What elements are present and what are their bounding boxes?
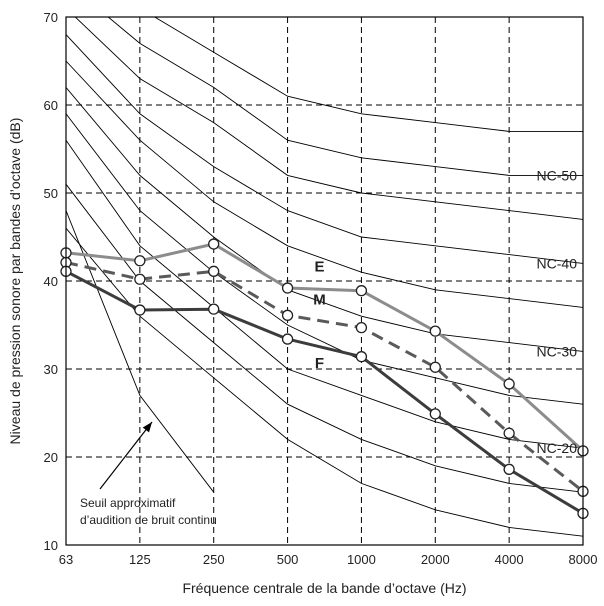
data-point-e [281, 282, 294, 294]
nc-curve [153, 17, 583, 132]
nc-curve [107, 17, 583, 176]
nc-label: NC-40 [537, 255, 578, 271]
data-point-e [208, 238, 220, 250]
threshold-annotation: Seuil approximatif d’audition de bruit c… [80, 421, 217, 527]
data-point-e [134, 255, 146, 267]
y-axis-title: Niveau de pression sonore par bandes d’o… [7, 118, 23, 445]
series-line-f [65, 269, 584, 515]
series-label-f: F [315, 355, 324, 372]
x-tick-label: 125 [129, 552, 151, 567]
nc-labels: NC-20 NC-30 NC-40 NC-50 [537, 167, 578, 456]
x-tick-label: 2000 [421, 552, 450, 567]
nc-curve [66, 60, 583, 308]
plot-frame [65, 16, 584, 546]
nc-curve [74, 17, 583, 220]
series-points [60, 238, 589, 519]
annotation-arrow [99, 421, 153, 490]
y-tick-label: 20 [44, 450, 58, 465]
data-point-f [355, 351, 368, 363]
nc-label: NC-30 [537, 343, 578, 359]
x-tick-label: 1000 [347, 552, 376, 567]
y-tick-labels: 10 20 30 40 50 60 70 [44, 10, 58, 553]
y-tick-label: 40 [44, 274, 58, 289]
annotation-arrowhead [142, 422, 152, 433]
data-point-f [281, 333, 294, 345]
nc-curve [66, 183, 583, 493]
nc-curves [66, 17, 583, 537]
data-point-e [355, 285, 368, 297]
data-point-m [429, 361, 441, 373]
nc-curve [66, 87, 583, 352]
x-tick-label: 500 [277, 552, 299, 567]
data-point-e [503, 378, 515, 390]
y-tick-label: 60 [44, 98, 58, 113]
annotation-line-1: Seuil approximatif [80, 496, 176, 510]
data-point-m [503, 427, 515, 439]
nc-curve [66, 139, 583, 449]
annotation-line-2: d’audition de bruit continu [80, 513, 217, 527]
x-axis-title: Fréquence centrale de la bande d’octave … [182, 580, 466, 596]
data-point-m [281, 309, 294, 321]
series-label-e: E [314, 258, 324, 275]
grid [66, 17, 583, 545]
nc-label: NC-20 [537, 440, 578, 456]
series-labels: EM F [313, 258, 326, 372]
y-tick-label: 50 [44, 186, 58, 201]
nc-label: NC-50 [537, 167, 578, 183]
data-point-m [134, 273, 146, 285]
data-point-f [503, 463, 515, 475]
x-tick-label: 4000 [495, 552, 524, 567]
y-tick-label: 30 [44, 362, 58, 377]
series-label-m: M [313, 291, 326, 308]
nc-curve [66, 227, 583, 537]
x-tick-label: 63 [59, 552, 73, 567]
nc-curve [66, 113, 583, 405]
threshold-line [66, 210, 215, 493]
data-point-f [134, 304, 146, 316]
series-lines [65, 242, 585, 515]
x-tick-label: 250 [203, 552, 225, 567]
data-point-f [429, 408, 441, 420]
threshold-curve [66, 210, 215, 493]
x-tick-label: 8000 [569, 552, 598, 567]
nc-curve [66, 34, 583, 264]
y-tick-label: 70 [44, 10, 58, 25]
data-point-e [429, 325, 441, 337]
y-tick-label: 10 [44, 538, 58, 553]
data-point-m [208, 265, 220, 277]
series-line-e [65, 242, 585, 452]
series-line-m [65, 261, 584, 493]
data-point-m [355, 321, 368, 334]
data-point-f [208, 303, 220, 315]
x-tick-labels: 63 125 250 500 1000 2000 4000 8000 [59, 552, 598, 567]
